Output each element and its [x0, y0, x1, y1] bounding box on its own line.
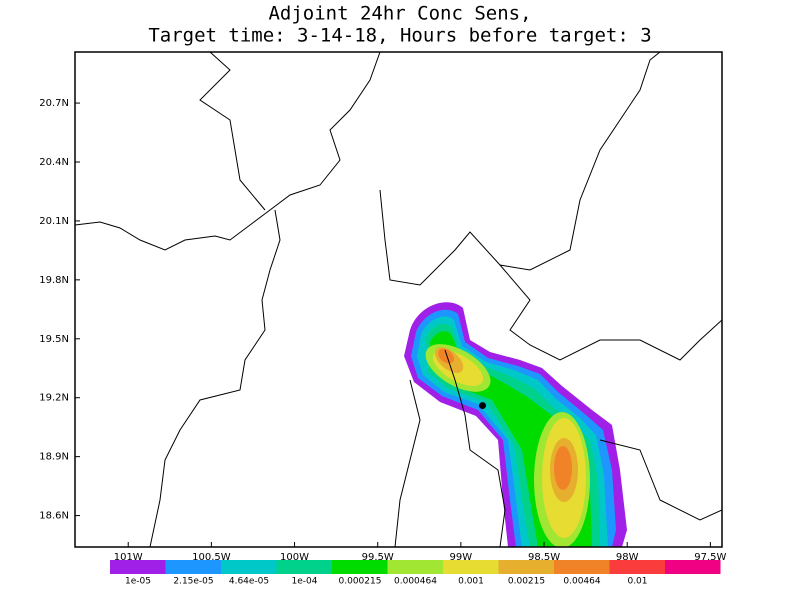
state-borders	[75, 52, 722, 547]
colorbar-label: 2.15e-05	[173, 577, 213, 587]
y-tick-label: 20.1N	[39, 216, 69, 227]
colorbar-label: 0.00464	[563, 577, 600, 587]
colorbar-box	[221, 560, 277, 574]
title-line: Adjoint 24hr Conc Sens,	[268, 3, 531, 25]
y-tick-label: 19.2N	[39, 393, 69, 404]
colorbar-label: 0.00215	[508, 577, 545, 587]
colorbar-box	[609, 560, 665, 574]
x-tick-label: 100W	[280, 552, 309, 563]
y-tick-label: 18.6N	[39, 511, 69, 522]
colorbar-box	[110, 560, 166, 574]
colorbar-label: 0.01	[627, 577, 647, 587]
colorbar-label: 1e-05	[125, 577, 151, 587]
title-line: Target time: 3-14-18, Hours before targe…	[148, 25, 651, 47]
colorbar-box	[165, 560, 221, 574]
y-tick-label: 20.4N	[39, 157, 69, 168]
contours	[75, 52, 722, 547]
y-tick-label: 19.5N	[39, 334, 69, 345]
y-tick-label: 18.9N	[39, 452, 69, 463]
y-tick-label: 20.7N	[39, 98, 69, 109]
y-tick-label: 19.8N	[39, 275, 69, 286]
contour	[554, 446, 572, 490]
colorbar-label: 1e-04	[292, 577, 318, 587]
colorbar-box	[498, 560, 554, 574]
colorbar-label: 4.64e-05	[229, 577, 269, 587]
x-tick-label: 101W	[114, 552, 143, 563]
colorbar-label: 0.000464	[394, 577, 437, 587]
colorbar-box	[554, 560, 610, 574]
plot-frame	[74, 51, 723, 548]
contour	[438, 348, 454, 364]
target-point	[478, 402, 486, 410]
colorbar-box	[443, 560, 499, 574]
colorbar-box	[665, 560, 721, 574]
colorbar-box	[276, 560, 332, 574]
x-tick-label: 98.5W	[528, 552, 560, 563]
x-tick-label: 100.5W	[192, 552, 231, 563]
colorbar-label: 0.000215	[339, 577, 382, 587]
x-tick-label: 99W	[450, 552, 473, 563]
colorbar-box	[332, 560, 388, 574]
colorbar-box	[387, 560, 443, 574]
x-tick-label: 98W	[616, 552, 639, 563]
x-tick-label: 99.5W	[362, 552, 394, 563]
x-tick-label: 97.5W	[694, 552, 726, 563]
colorbar-label: 0.001	[458, 577, 484, 587]
